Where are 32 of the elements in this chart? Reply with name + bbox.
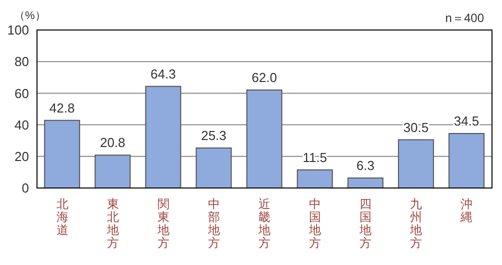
x-tick-label: 東北地方 <box>106 197 119 250</box>
bar <box>246 90 282 188</box>
y-tick-label: 80 <box>14 54 29 70</box>
data-label: 6.3 <box>356 158 374 174</box>
x-tick-label: 関東地方 <box>156 197 170 250</box>
bar <box>448 132 485 188</box>
bar <box>44 120 80 188</box>
x-tick-label: 中国地方 <box>308 197 322 250</box>
bar <box>347 178 384 188</box>
bar <box>196 148 232 188</box>
text: n＝400 <box>439 10 490 27</box>
bar <box>398 139 434 188</box>
y-tick-label: 0 <box>22 180 29 196</box>
data-label: 25.3 <box>201 128 226 144</box>
x-tick-label: 四国地方 <box>358 197 372 250</box>
x-tick-label: 中部地方 <box>206 197 220 250</box>
bar <box>145 86 182 188</box>
data-label: 20.8 <box>100 135 126 150</box>
y-axis-title: （%） <box>14 9 46 23</box>
y-tick-label: 100 <box>7 22 29 38</box>
bar <box>94 154 131 188</box>
data-label: 64.3 <box>150 66 176 82</box>
y-tick-label: 60 <box>14 86 29 101</box>
bar <box>296 169 333 188</box>
x-tick-label: 九州地方 <box>409 197 422 250</box>
y-tick-label: 20 <box>14 149 29 164</box>
x-tick-label: 北海道 <box>56 197 68 237</box>
data-label: 42.8 <box>49 100 75 116</box>
data-label: 62.0 <box>252 70 277 86</box>
x-tick-label: 沖縄 <box>460 197 473 224</box>
y-tick-label: 40 <box>14 117 29 132</box>
x-tick-label: 近畿地方 <box>258 197 270 250</box>
